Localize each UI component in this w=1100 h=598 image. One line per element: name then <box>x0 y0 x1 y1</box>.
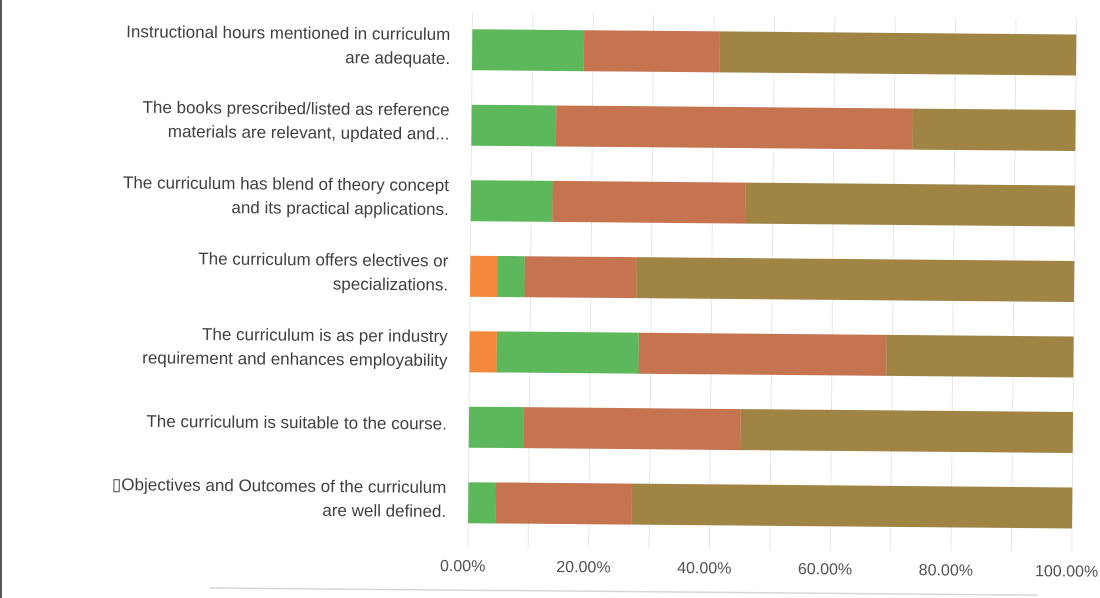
page-edge <box>0 0 2 598</box>
x-tick-label: 100.00% <box>1035 563 1098 581</box>
bar-segment-row-6-series-2 <box>468 406 524 449</box>
x-tick-label: 20.00% <box>556 559 610 576</box>
bar-segment-row-1-series-4 <box>719 31 1077 76</box>
category-label-row-1-line-1: Instructional hours mentioned in curricu… <box>126 22 450 44</box>
bar-segment-row-1-series-2 <box>472 29 585 72</box>
x-axis-baseline <box>209 587 1038 596</box>
category-label-row-3-line-2: and its practical applications. <box>231 198 449 219</box>
bar-segment-row-5-series-2 <box>496 331 639 374</box>
bar-segment-row-5-series-4 <box>886 334 1074 378</box>
category-label-row-2-line-2: materials are relevant, updated and... <box>168 122 450 143</box>
bar-segment-row-4-series-1 <box>470 255 498 297</box>
bar-segment-row-2-series-2 <box>471 104 557 147</box>
category-label-row-4-line-1: The curriculum offers electives or <box>198 249 449 270</box>
x-axis-tick-labels: 0.00% 20.00% 40.00% 60.00% 80.00% 100.00% <box>440 558 1098 581</box>
bars <box>468 29 1077 529</box>
bar-segment-row-2-series-4 <box>912 108 1076 151</box>
bar-segment-row-7-series-3 <box>495 482 632 525</box>
category-labels: Instructional hours mentioned in curricu… <box>112 22 450 521</box>
x-tick-label: 60.00% <box>798 561 852 578</box>
category-label-row-4-line-2: specializations. <box>333 275 448 295</box>
bar-segment-row-4-series-4 <box>636 257 1075 302</box>
x-tick-label: 80.00% <box>919 562 973 579</box>
category-label-row-1-line-2: are adequate. <box>345 48 450 68</box>
bar-segment-row-5-series-1 <box>469 331 497 373</box>
bar-segment-row-4-series-3 <box>524 256 637 299</box>
bar-segment-row-1-series-3 <box>583 30 720 73</box>
bar-segment-row-7-series-2 <box>468 482 496 524</box>
category-label-row-5-line-2: requirement and enhances employability <box>142 348 448 370</box>
category-label-row-3-line-1: The curriculum has blend of theory conce… <box>123 173 449 195</box>
bar-segment-row-3-series-2 <box>470 180 553 222</box>
bar-segment-row-3-series-4 <box>745 182 1076 227</box>
bar-segment-row-6-series-4 <box>740 409 1074 453</box>
bar-segment-row-6-series-3 <box>523 407 741 451</box>
bar-segment-row-5-series-3 <box>638 332 887 376</box>
bar-segment-row-7-series-4 <box>631 483 1073 529</box>
bar-segment-row-3-series-3 <box>552 180 746 224</box>
bar-segment-row-2-series-3 <box>555 105 913 150</box>
category-label-row-2-line-1: The books prescribed/listed as reference <box>142 98 449 120</box>
bar-segment-row-4-series-2 <box>497 255 525 298</box>
x-tick-label: 40.00% <box>677 560 731 577</box>
category-label-row-5-line-1: The curriculum is as per industry <box>202 325 448 346</box>
x-tick-label: 0.00% <box>440 558 486 575</box>
category-label-row-7-line-1: ▯Objectives and Outcomes of the curricul… <box>112 475 447 497</box>
category-label-row-7-line-2: are well defined. <box>322 501 446 521</box>
category-label-row-6-line-1: The curriculum is suitable to the course… <box>146 412 447 434</box>
